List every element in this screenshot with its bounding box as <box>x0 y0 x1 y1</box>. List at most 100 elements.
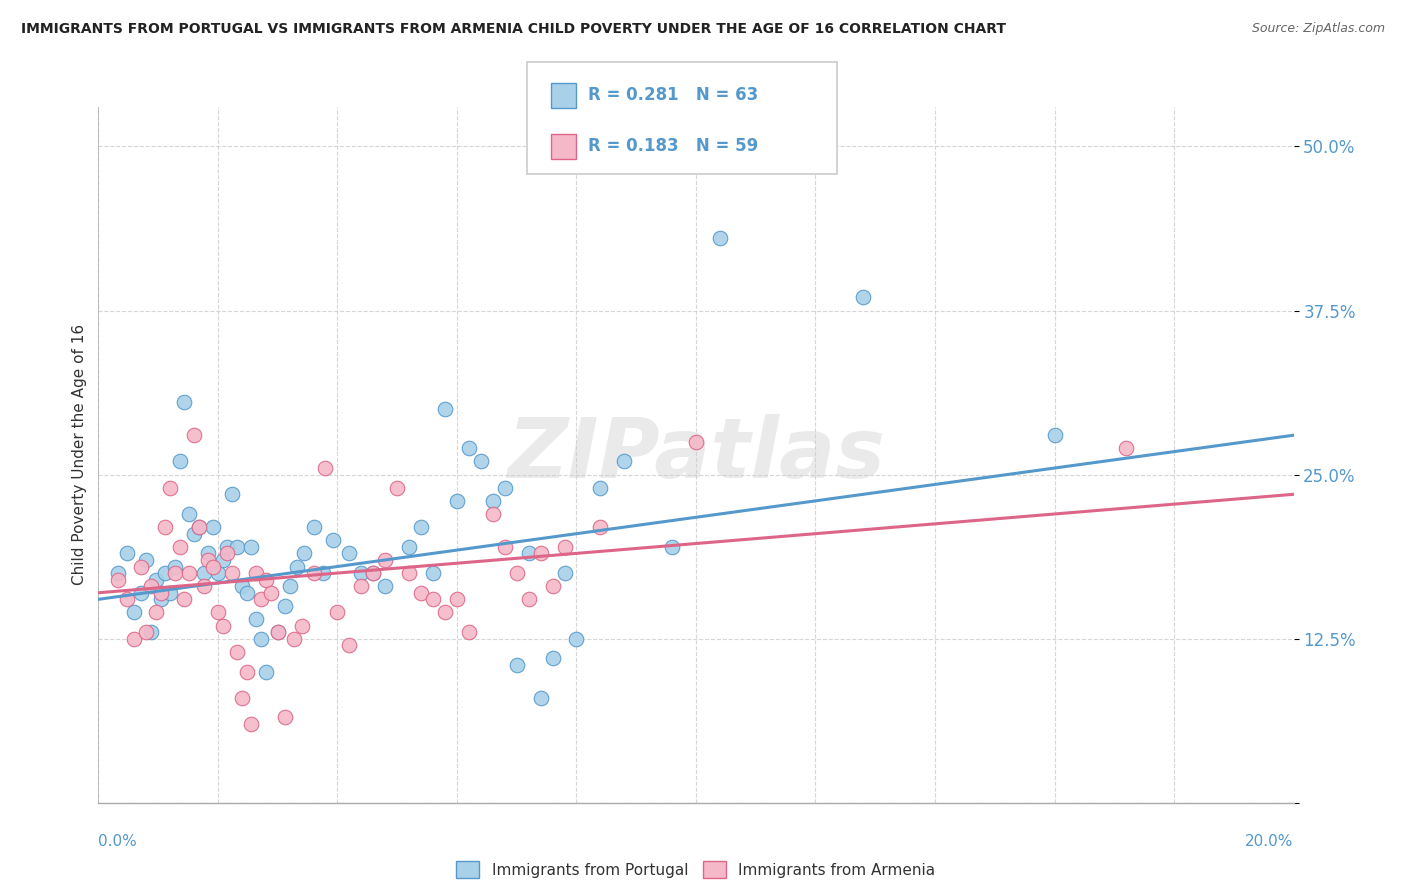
Point <box>411 520 433 534</box>
Point <box>517 592 540 607</box>
Point <box>254 573 277 587</box>
Point <box>115 546 138 560</box>
Point <box>529 546 551 560</box>
Point <box>589 481 612 495</box>
Point <box>202 559 225 574</box>
Point <box>274 710 297 724</box>
Point <box>183 526 205 541</box>
Point <box>274 599 297 613</box>
Point <box>245 612 267 626</box>
Point <box>139 625 162 640</box>
Point <box>169 454 191 468</box>
Point <box>159 481 181 495</box>
Point <box>163 566 186 580</box>
Point <box>685 434 707 449</box>
Point <box>517 546 540 560</box>
Point <box>494 481 516 495</box>
Text: R = 0.183   N = 59: R = 0.183 N = 59 <box>588 137 758 155</box>
Point <box>398 566 420 580</box>
Point <box>221 487 243 501</box>
Legend: Immigrants from Portugal, Immigrants from Armenia: Immigrants from Portugal, Immigrants fro… <box>449 854 943 886</box>
Point <box>554 566 576 580</box>
Point <box>240 717 263 731</box>
Point <box>211 553 233 567</box>
Point <box>613 454 636 468</box>
Point <box>302 566 325 580</box>
Point <box>245 566 267 580</box>
Point <box>363 566 385 580</box>
Point <box>278 579 301 593</box>
Point <box>207 566 229 580</box>
Point <box>337 638 360 652</box>
Point <box>131 586 153 600</box>
Point <box>422 592 444 607</box>
Point <box>217 546 239 560</box>
Text: Source: ZipAtlas.com: Source: ZipAtlas.com <box>1251 22 1385 36</box>
Point <box>285 559 308 574</box>
Point <box>107 566 129 580</box>
Point <box>661 540 683 554</box>
Point <box>322 533 344 548</box>
Point <box>173 592 195 607</box>
Point <box>173 395 195 409</box>
Point <box>231 579 253 593</box>
Point <box>250 632 273 646</box>
Point <box>554 540 576 554</box>
Point <box>1043 428 1066 442</box>
Point <box>124 606 146 620</box>
Point <box>433 606 456 620</box>
Point <box>385 481 409 495</box>
Point <box>124 632 146 646</box>
Point <box>155 566 177 580</box>
Point <box>145 606 167 620</box>
Point <box>852 290 875 304</box>
Point <box>221 566 243 580</box>
Point <box>131 559 153 574</box>
Point <box>541 579 564 593</box>
Point <box>350 566 373 580</box>
Point <box>398 540 420 554</box>
Text: R = 0.281   N = 63: R = 0.281 N = 63 <box>588 87 758 104</box>
Point <box>149 586 172 600</box>
Text: IMMIGRANTS FROM PORTUGAL VS IMMIGRANTS FROM ARMENIA CHILD POVERTY UNDER THE AGE : IMMIGRANTS FROM PORTUGAL VS IMMIGRANTS F… <box>21 22 1007 37</box>
Point <box>250 592 273 607</box>
Point <box>254 665 277 679</box>
Point <box>240 540 263 554</box>
Text: 20.0%: 20.0% <box>1246 834 1294 849</box>
Point <box>589 520 612 534</box>
Point <box>337 546 360 560</box>
Point <box>494 540 516 554</box>
Point <box>159 586 181 600</box>
Point <box>115 592 138 607</box>
Point <box>457 625 479 640</box>
Point <box>433 401 456 416</box>
Point <box>374 553 396 567</box>
Point <box>149 592 172 607</box>
Point <box>529 690 551 705</box>
Text: 0.0%: 0.0% <box>98 834 138 849</box>
Text: ZIPatlas: ZIPatlas <box>508 415 884 495</box>
Point <box>506 657 529 672</box>
Point <box>179 566 201 580</box>
Point <box>139 579 162 593</box>
Point <box>292 546 315 560</box>
Point <box>312 566 335 580</box>
Point <box>235 586 257 600</box>
Point <box>235 665 257 679</box>
Point <box>183 428 205 442</box>
Point <box>315 461 337 475</box>
Point <box>709 231 731 245</box>
Point <box>135 553 157 567</box>
Point <box>197 553 219 567</box>
Point <box>231 690 253 705</box>
Point <box>179 507 201 521</box>
Point <box>326 606 349 620</box>
Point <box>197 546 219 560</box>
Point <box>446 494 468 508</box>
Point <box>207 606 229 620</box>
Point <box>211 618 233 632</box>
Point <box>350 579 373 593</box>
Point <box>506 566 529 580</box>
Point <box>226 540 249 554</box>
Point <box>374 579 396 593</box>
